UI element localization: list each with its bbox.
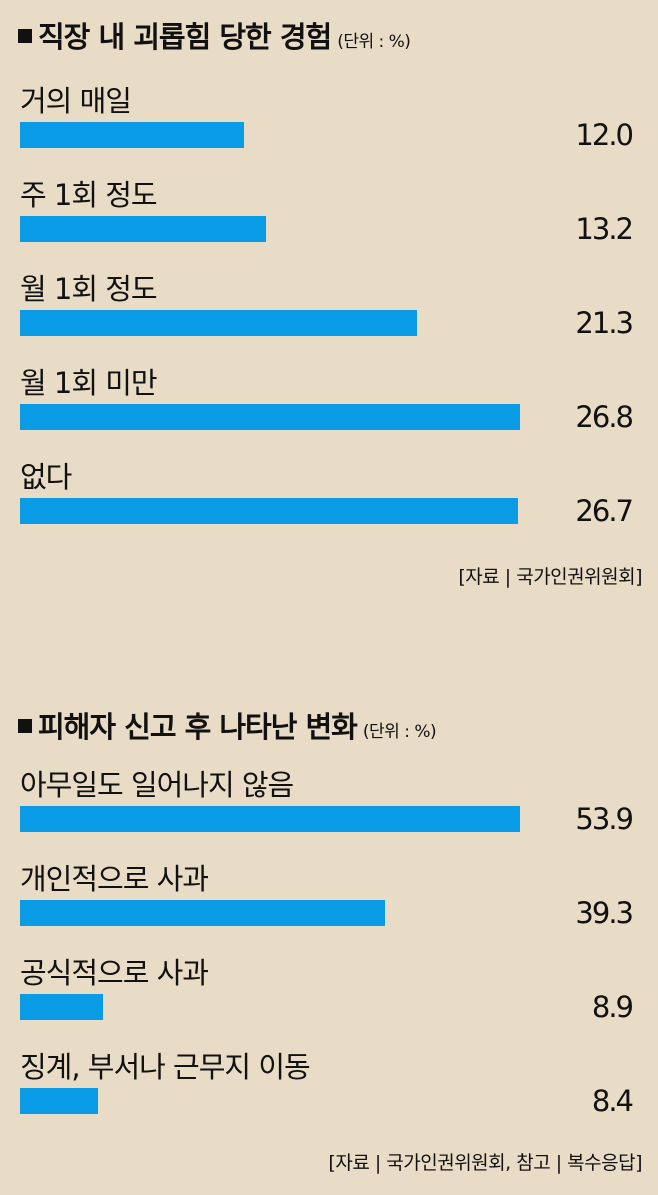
- bar-value-label: 12.0: [575, 118, 634, 152]
- bar-value-label: 8.4: [591, 1084, 634, 1118]
- bar-row: 공식적으로 사과 8.9: [0, 950, 658, 1040]
- bar-category-label: 월 1회 정도: [20, 272, 158, 306]
- bar: [20, 806, 520, 832]
- chart-title: 직장 내 괴롭힘 당한 경험 (단위 : %): [18, 14, 411, 56]
- bar-category-label: 주 1회 정도: [20, 178, 158, 212]
- bar: [20, 122, 244, 148]
- bar-row: 징계, 부서나 근무지 이동 8.4: [0, 1044, 658, 1134]
- chart-harassment-experience: 직장 내 괴롭힘 당한 경험 (단위 : %) 거의 매일 12.0 주 1회 정도 1…: [0, 14, 658, 588]
- bar-row: 월 1회 정도 21.3: [0, 266, 658, 356]
- chart-title: 피해자 신고 후 나타난 변화 (단위 : %): [18, 704, 437, 746]
- bar-category-label: 없다: [20, 460, 72, 494]
- bar: [20, 310, 417, 336]
- bar-value-label: 26.7: [575, 494, 634, 528]
- chart-title-text: 피해자 신고 후 나타난 변화: [38, 710, 358, 744]
- bar: [20, 498, 518, 524]
- source-note: [자료 | 국가인권위원회]: [458, 566, 642, 588]
- square-bullet-icon: [18, 719, 32, 733]
- bar: [20, 1088, 98, 1114]
- bar-row: 주 1회 정도 13.2: [0, 172, 658, 262]
- bar: [20, 994, 103, 1020]
- bar-category-label: 징계, 부서나 근무지 이동: [20, 1050, 311, 1084]
- unit-label: (단위 : %): [337, 32, 411, 52]
- bar-category-label: 거의 매일: [20, 84, 132, 118]
- bar-category-label: 아무일도 일어나지 않음: [20, 768, 294, 802]
- source-note: [자료 | 국가인권위원회, 참고 | 복수응답]: [328, 1152, 642, 1174]
- bar-category-label: 월 1회 미만: [20, 366, 158, 400]
- chart-title-text: 직장 내 괴롭힘 당한 경험: [38, 20, 332, 54]
- bar-row: 없다 26.7: [0, 454, 658, 544]
- bar-value-label: 13.2: [575, 212, 634, 246]
- bar-value-label: 21.3: [575, 306, 634, 340]
- unit-label: (단위 : %): [362, 722, 437, 742]
- bar: [20, 216, 266, 242]
- chart-change-after-report: 피해자 신고 후 나타난 변화 (단위 : %) 아무일도 일어나지 않음 53.9…: [0, 690, 658, 1195]
- bar-row: 월 1회 미만 26.8: [0, 360, 658, 450]
- bar-row: 거의 매일 12.0: [0, 78, 658, 168]
- bar: [20, 404, 520, 430]
- bar-value-label: 53.9: [575, 802, 634, 836]
- square-bullet-icon: [18, 29, 32, 43]
- bar-category-label: 공식적으로 사과: [20, 956, 209, 990]
- bar-row: 아무일도 일어나지 않음 53.9: [0, 762, 658, 852]
- bar-row: 개인적으로 사과 39.3: [0, 856, 658, 946]
- bar-value-label: 8.9: [591, 990, 634, 1024]
- bar-value-label: 39.3: [575, 896, 634, 930]
- bar-category-label: 개인적으로 사과: [20, 862, 209, 896]
- bar: [20, 900, 385, 926]
- bar-value-label: 26.8: [575, 400, 634, 434]
